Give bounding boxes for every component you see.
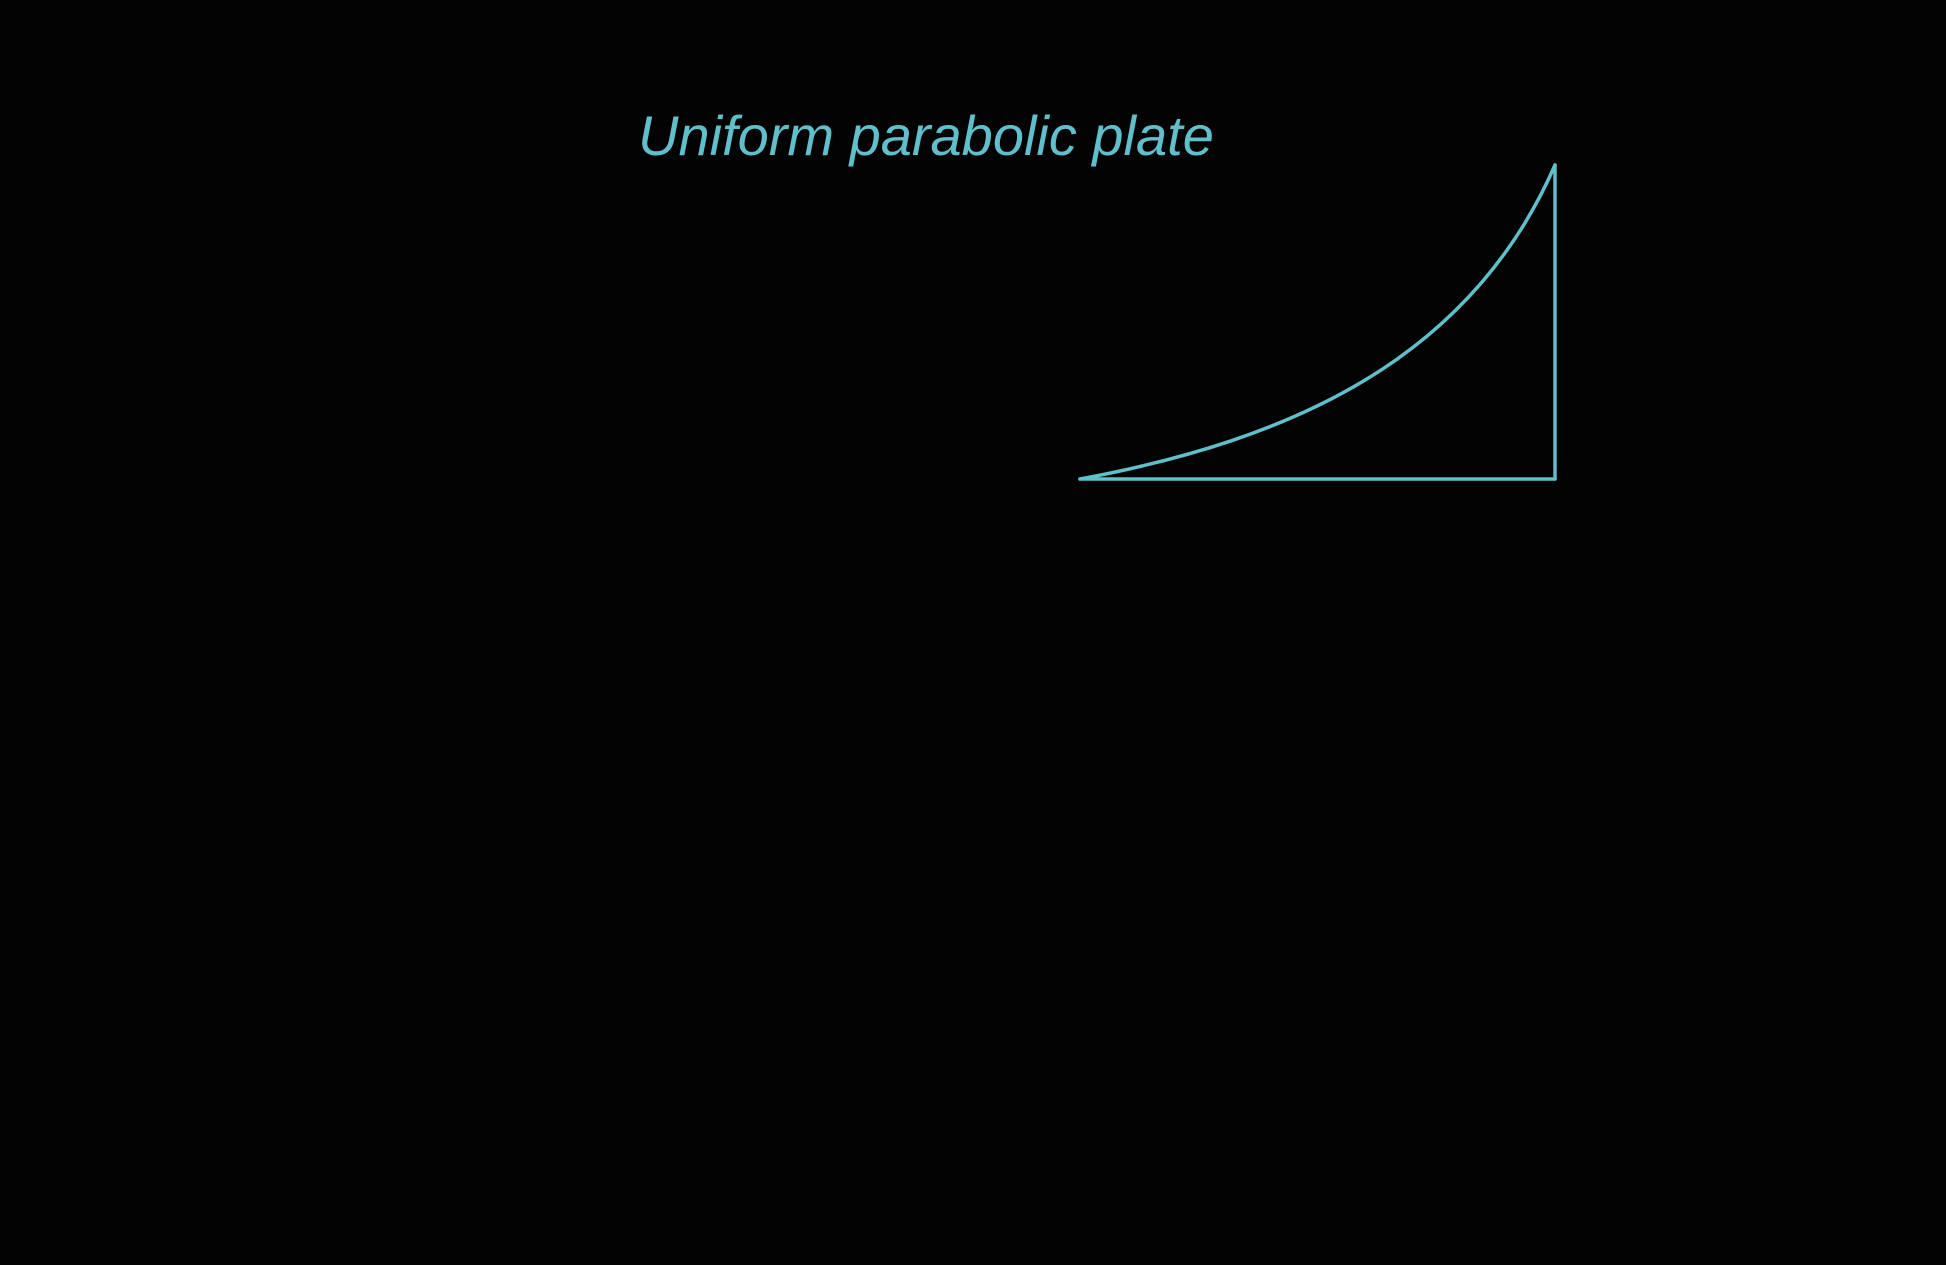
diagram-title: Uniform parabolic plate (638, 104, 1214, 167)
parabolic-curve (1078, 163, 1557, 481)
